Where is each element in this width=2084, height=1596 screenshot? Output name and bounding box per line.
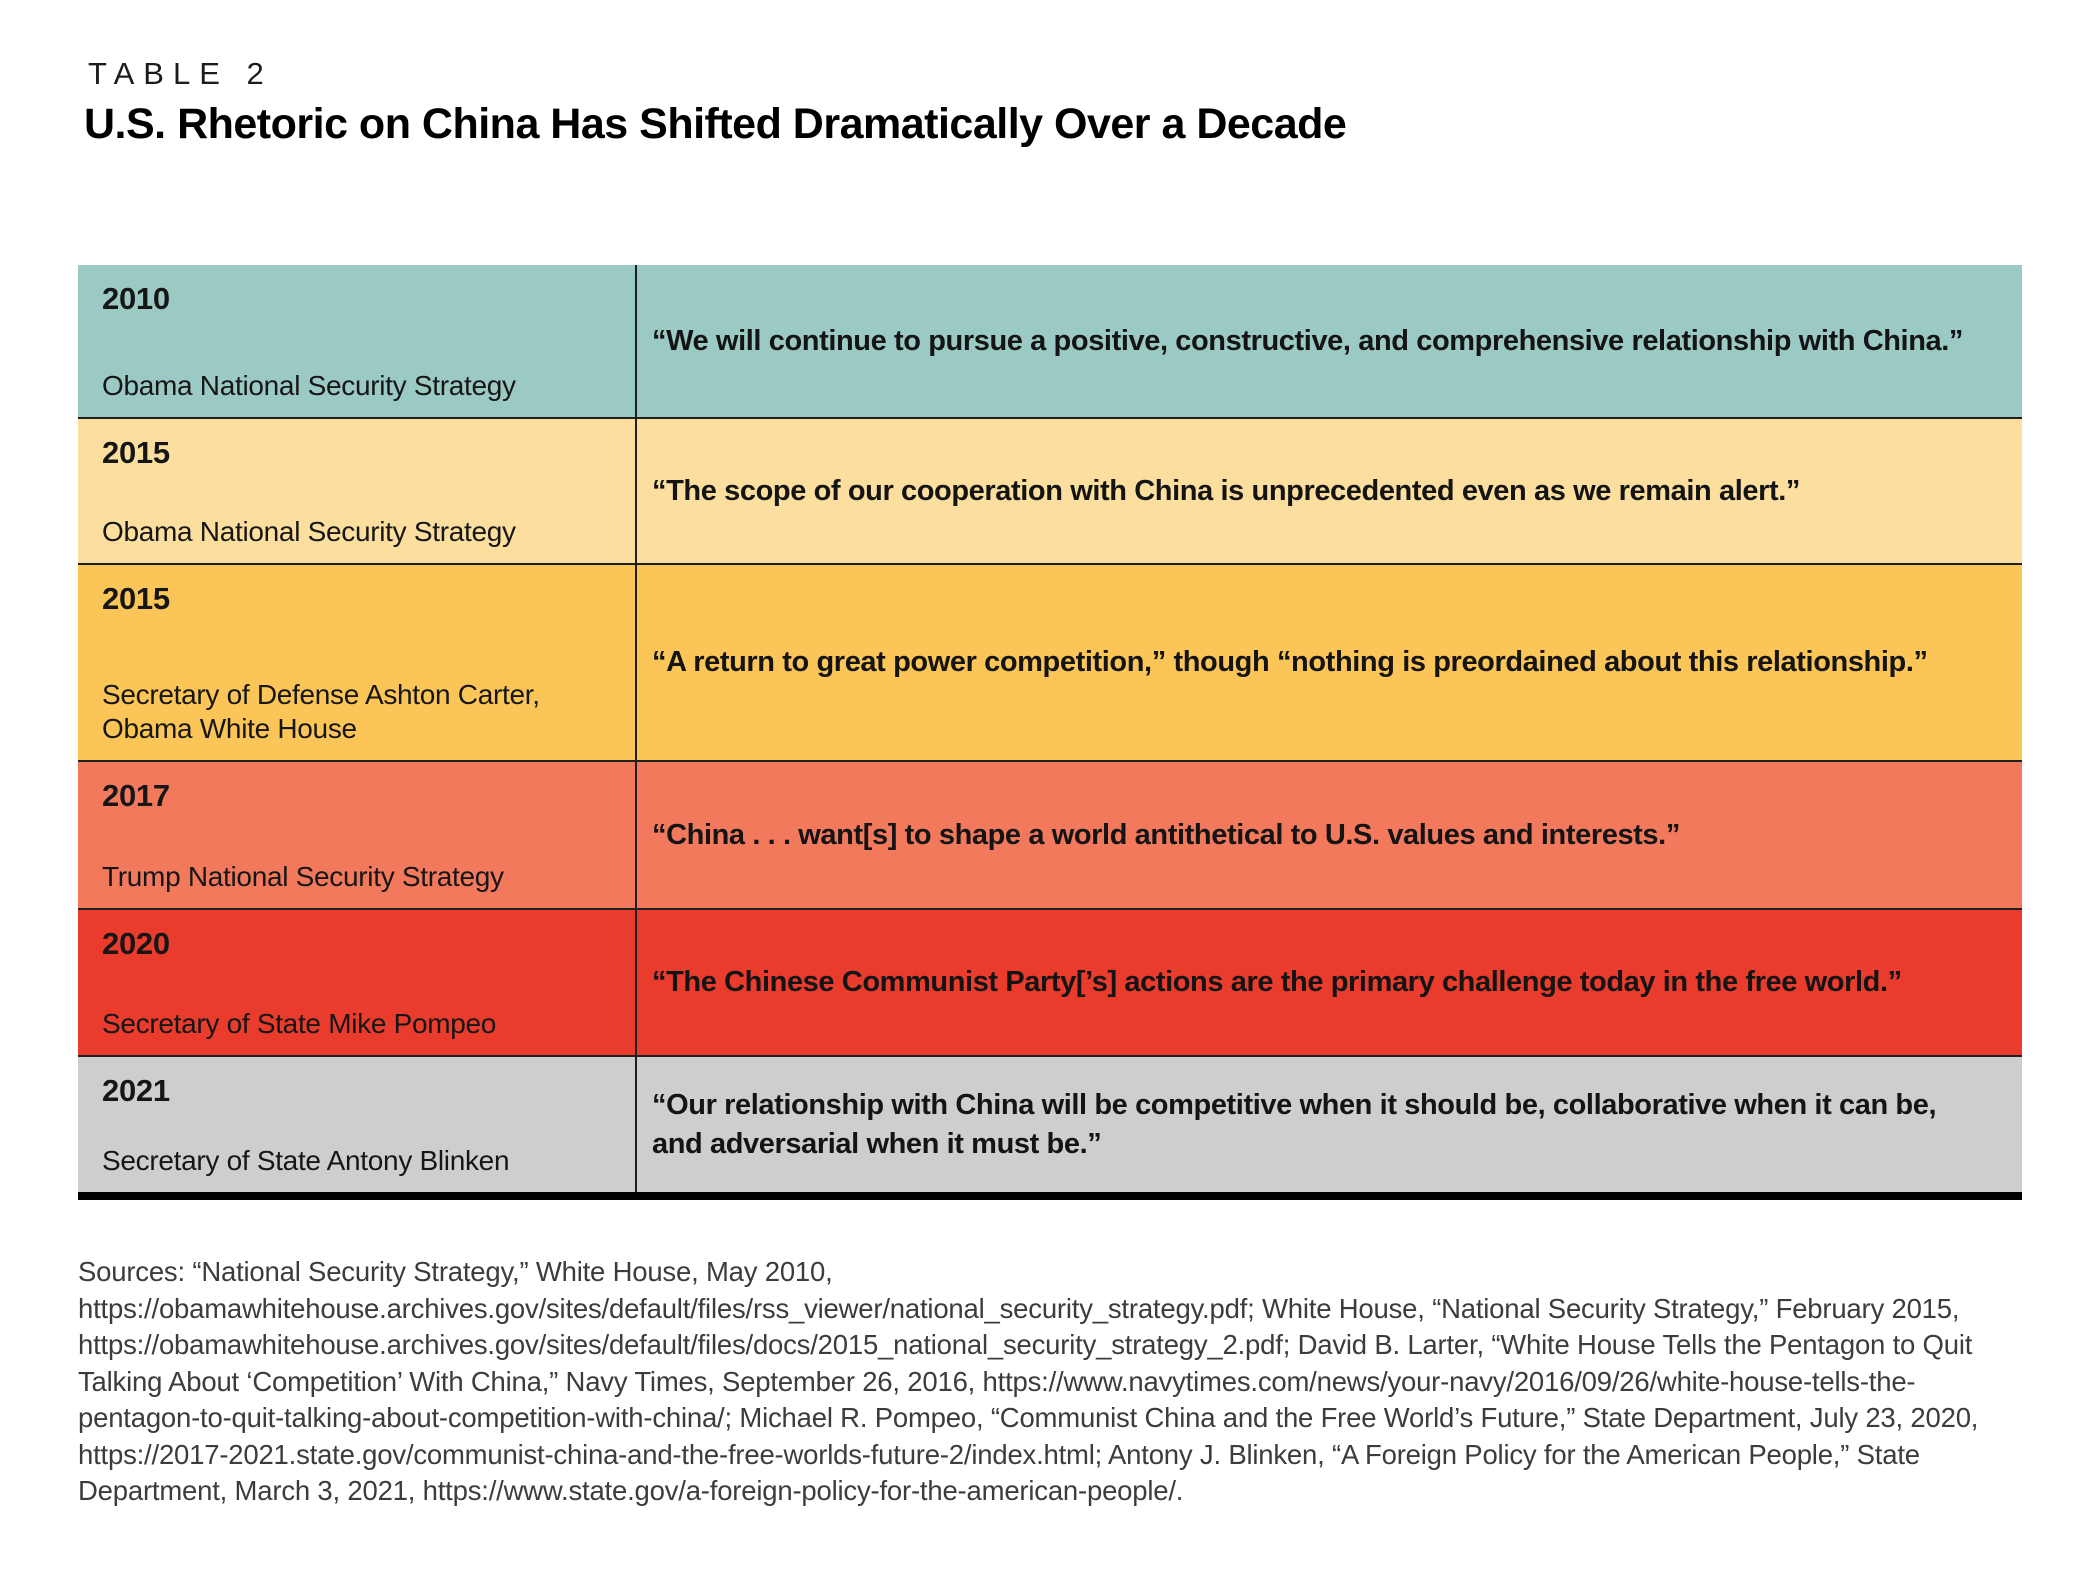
row-year: 2015: [102, 435, 170, 470]
table-cell-source: 2015 Secretary of Defense Ashton Carter,…: [78, 565, 637, 760]
table-row: 2020 Secretary of State Mike Pompeo “The…: [78, 908, 2022, 1055]
row-source: Trump National Security Strategy: [102, 861, 504, 892]
table-cell-quote: “We will continue to pursue a positive, …: [637, 265, 2022, 417]
row-source: Secretary of State Antony Blinken: [102, 1145, 510, 1176]
table-cell-source: 2015 Obama National Security Strategy: [78, 419, 637, 563]
table-cell-quote: “China . . . want[s] to shape a world an…: [637, 762, 2022, 908]
table-cell-quote: “The scope of our cooperation with China…: [637, 419, 2022, 563]
row-year: 2021: [102, 1073, 170, 1108]
table-cell-quote: “A return to great power competition,” t…: [637, 565, 2022, 760]
rhetoric-table: 2010 Obama National Security Strategy “W…: [78, 265, 2022, 1200]
row-year: 2010: [102, 281, 170, 316]
table-cell-quote: “Our relationship with China will be com…: [637, 1057, 2022, 1192]
table-row: 2015 Obama National Security Strategy “T…: [78, 417, 2022, 563]
row-year: 2020: [102, 926, 170, 961]
sources-note: Sources: “National Security Strategy,” W…: [78, 1256, 1979, 1506]
row-quote: “The scope of our cooperation with China…: [652, 474, 1801, 507]
row-source: Obama National Security Strategy: [102, 370, 516, 401]
table-cell-source: 2021 Secretary of State Antony Blinken: [78, 1057, 637, 1192]
row-year: 2015: [102, 581, 170, 616]
row-source: Secretary of Defense Ashton Carter, Obam…: [102, 679, 540, 744]
table-row: 2021 Secretary of State Antony Blinken “…: [78, 1055, 2022, 1192]
row-quote: “We will continue to pursue a positive, …: [652, 324, 1964, 357]
table-cell-source: 2020 Secretary of State Mike Pompeo: [78, 910, 637, 1055]
row-quote: “Our relationship with China will be com…: [652, 1088, 1937, 1160]
table-row: 2010 Obama National Security Strategy “W…: [78, 265, 2022, 417]
table-cell-quote: “The Chinese Communist Party[’s] actions…: [637, 910, 2022, 1055]
table-kicker: TABLE 2: [88, 56, 273, 91]
table-cell-source: 2010 Obama National Security Strategy: [78, 265, 637, 417]
row-quote: “The Chinese Communist Party[’s] actions…: [652, 966, 1902, 998]
row-quote: “China . . . want[s] to shape a world an…: [652, 818, 1680, 851]
row-quote: “A return to great power competition,” t…: [652, 646, 1928, 678]
table-row: 2017 Trump National Security Strategy “C…: [78, 760, 2022, 908]
row-year: 2017: [102, 778, 170, 813]
table-title: U.S. Rhetoric on China Has Shifted Drama…: [84, 100, 1347, 148]
row-source: Secretary of State Mike Pompeo: [102, 1008, 497, 1039]
row-source: Obama National Security Strategy: [102, 516, 516, 547]
table-cell-source: 2017 Trump National Security Strategy: [78, 762, 637, 908]
table-row: 2015 Secretary of Defense Ashton Carter,…: [78, 563, 2022, 760]
